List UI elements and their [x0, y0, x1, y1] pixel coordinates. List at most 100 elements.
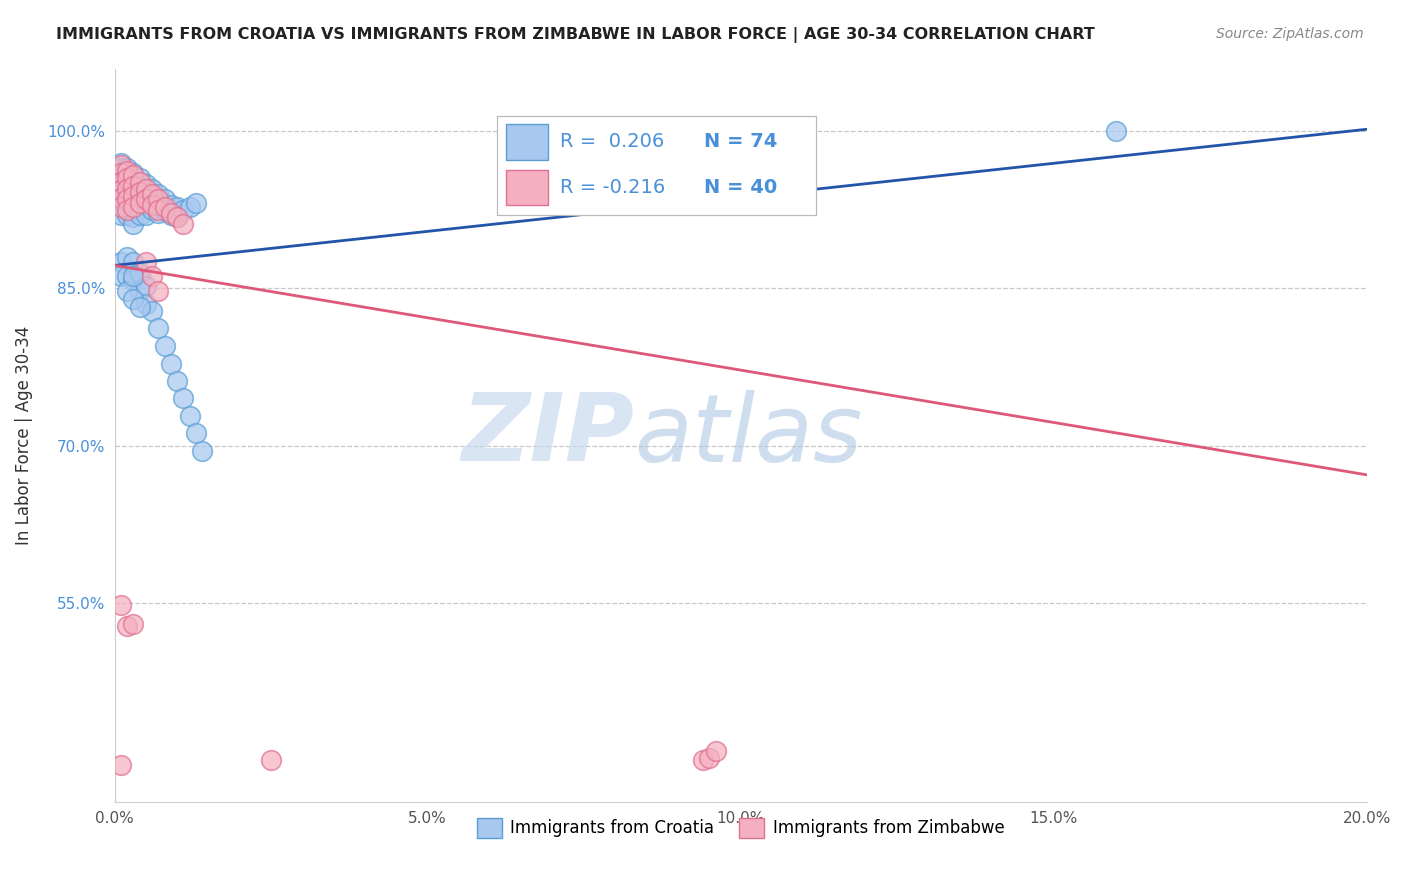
Point	[692, 753, 714, 767]
Point	[148, 193, 170, 207]
Point	[115, 193, 138, 207]
Y-axis label: In Labor Force | Age 30-34: In Labor Force | Age 30-34	[15, 326, 32, 545]
Point	[122, 616, 145, 631]
Point	[153, 202, 176, 217]
Point	[110, 598, 132, 612]
Point	[135, 182, 157, 196]
Point	[122, 197, 145, 211]
Point	[110, 171, 132, 186]
Point	[115, 182, 138, 196]
Point	[135, 279, 157, 293]
Point	[110, 158, 132, 172]
Point	[115, 202, 138, 217]
Point	[122, 166, 145, 180]
Point	[166, 200, 188, 214]
Point	[191, 443, 214, 458]
Point	[115, 250, 138, 264]
Point	[1105, 124, 1128, 138]
Point	[148, 202, 170, 217]
Point	[141, 268, 163, 283]
Point	[115, 193, 138, 207]
Point	[122, 177, 145, 191]
Point	[148, 321, 170, 335]
Point	[122, 273, 145, 287]
Point	[141, 182, 163, 196]
Point	[128, 208, 150, 222]
Point	[148, 284, 170, 298]
Point	[115, 202, 138, 217]
Point	[128, 185, 150, 199]
Point	[160, 208, 183, 222]
Point	[110, 161, 132, 175]
Point	[141, 193, 163, 207]
Legend: Immigrants from Croatia, Immigrants from Zimbabwe: Immigrants from Croatia, Immigrants from…	[471, 811, 1011, 845]
Point	[128, 300, 150, 314]
Point	[141, 304, 163, 318]
Point	[135, 193, 157, 207]
Point	[110, 155, 132, 169]
Point	[135, 208, 157, 222]
Point	[122, 268, 145, 283]
Point	[179, 409, 201, 424]
Point	[110, 197, 132, 211]
Point	[110, 268, 132, 283]
Point	[135, 255, 157, 269]
Point	[141, 197, 163, 211]
Text: IMMIGRANTS FROM CROATIA VS IMMIGRANTS FROM ZIMBABWE IN LABOR FORCE | AGE 30-34 C: IMMIGRANTS FROM CROATIA VS IMMIGRANTS FR…	[56, 27, 1095, 43]
Point	[128, 178, 150, 193]
Point	[128, 171, 150, 186]
Point	[110, 200, 132, 214]
Point	[122, 292, 145, 306]
Point	[122, 217, 145, 231]
Point	[115, 284, 138, 298]
Point	[122, 187, 145, 202]
Point	[128, 197, 150, 211]
Point	[115, 618, 138, 632]
Point	[110, 193, 132, 207]
Point	[160, 197, 183, 211]
Point	[115, 171, 138, 186]
Point	[122, 255, 145, 269]
Point	[148, 187, 170, 202]
Point	[141, 202, 163, 217]
Point	[115, 166, 138, 180]
Point	[128, 284, 150, 298]
Point	[110, 208, 132, 222]
Text: atlas: atlas	[634, 390, 862, 481]
Point	[135, 177, 157, 191]
Point	[172, 392, 194, 406]
Point	[128, 195, 150, 210]
Point	[110, 175, 132, 189]
Point	[166, 374, 188, 388]
Point	[110, 183, 132, 197]
Point	[115, 161, 138, 175]
Point	[115, 197, 138, 211]
Point	[166, 211, 188, 225]
Text: Source: ZipAtlas.com: Source: ZipAtlas.com	[1216, 27, 1364, 41]
Point	[115, 171, 138, 186]
Point	[148, 206, 170, 220]
Point	[184, 425, 207, 440]
Point	[122, 200, 145, 214]
Point	[110, 187, 132, 202]
Point	[122, 189, 145, 203]
Point	[172, 202, 194, 217]
Point	[110, 255, 132, 269]
Point	[110, 758, 132, 772]
Point	[122, 169, 145, 183]
Point	[115, 268, 138, 283]
Point	[122, 202, 145, 217]
Point	[699, 750, 721, 764]
Point	[110, 166, 132, 180]
Point	[141, 187, 163, 202]
Point	[128, 187, 150, 202]
Point	[115, 187, 138, 202]
Point	[135, 297, 157, 311]
Point	[704, 744, 727, 758]
Point	[148, 195, 170, 210]
Point	[115, 164, 138, 178]
Point	[153, 200, 176, 214]
Point	[110, 191, 132, 205]
Point	[172, 217, 194, 231]
Point	[135, 197, 157, 211]
